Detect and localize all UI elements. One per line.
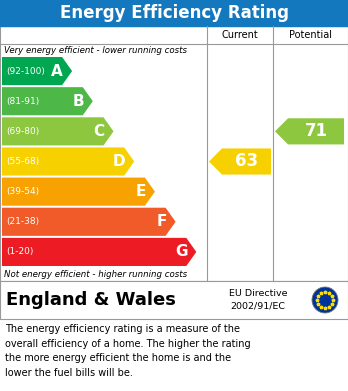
Polygon shape xyxy=(2,208,176,236)
Polygon shape xyxy=(275,118,344,144)
Text: (92-100): (92-100) xyxy=(6,66,45,75)
Text: E: E xyxy=(135,184,146,199)
Polygon shape xyxy=(2,57,72,85)
Bar xyxy=(0,281,348,319)
Bar xyxy=(0,0,348,26)
Text: B: B xyxy=(72,94,84,109)
Polygon shape xyxy=(2,178,155,206)
Text: The energy efficiency rating is a measure of the
overall efficiency of a home. T: The energy efficiency rating is a measur… xyxy=(5,325,251,378)
Text: Potential: Potential xyxy=(289,30,332,40)
Polygon shape xyxy=(2,117,113,145)
Text: 71: 71 xyxy=(304,122,327,140)
Text: F: F xyxy=(156,214,167,229)
Text: (1-20): (1-20) xyxy=(6,248,33,256)
Text: G: G xyxy=(175,244,187,260)
Bar xyxy=(0,26,348,281)
Polygon shape xyxy=(209,149,271,174)
Text: Not energy efficient - higher running costs: Not energy efficient - higher running co… xyxy=(4,270,187,279)
Polygon shape xyxy=(2,238,196,266)
Text: EU Directive
2002/91/EC: EU Directive 2002/91/EC xyxy=(229,289,287,311)
Text: C: C xyxy=(93,124,104,139)
Text: D: D xyxy=(112,154,125,169)
Text: (39-54): (39-54) xyxy=(6,187,39,196)
Polygon shape xyxy=(2,87,93,115)
Text: Energy Efficiency Rating: Energy Efficiency Rating xyxy=(60,4,288,22)
Text: (69-80): (69-80) xyxy=(6,127,39,136)
Text: England & Wales: England & Wales xyxy=(6,291,176,309)
Text: (21-38): (21-38) xyxy=(6,217,39,226)
Text: Very energy efficient - lower running costs: Very energy efficient - lower running co… xyxy=(4,46,187,55)
Text: Current: Current xyxy=(222,30,258,40)
Text: (81-91): (81-91) xyxy=(6,97,39,106)
Text: A: A xyxy=(52,64,63,79)
Circle shape xyxy=(312,287,338,313)
Text: 63: 63 xyxy=(235,152,258,170)
Text: (55-68): (55-68) xyxy=(6,157,39,166)
Polygon shape xyxy=(2,147,134,176)
